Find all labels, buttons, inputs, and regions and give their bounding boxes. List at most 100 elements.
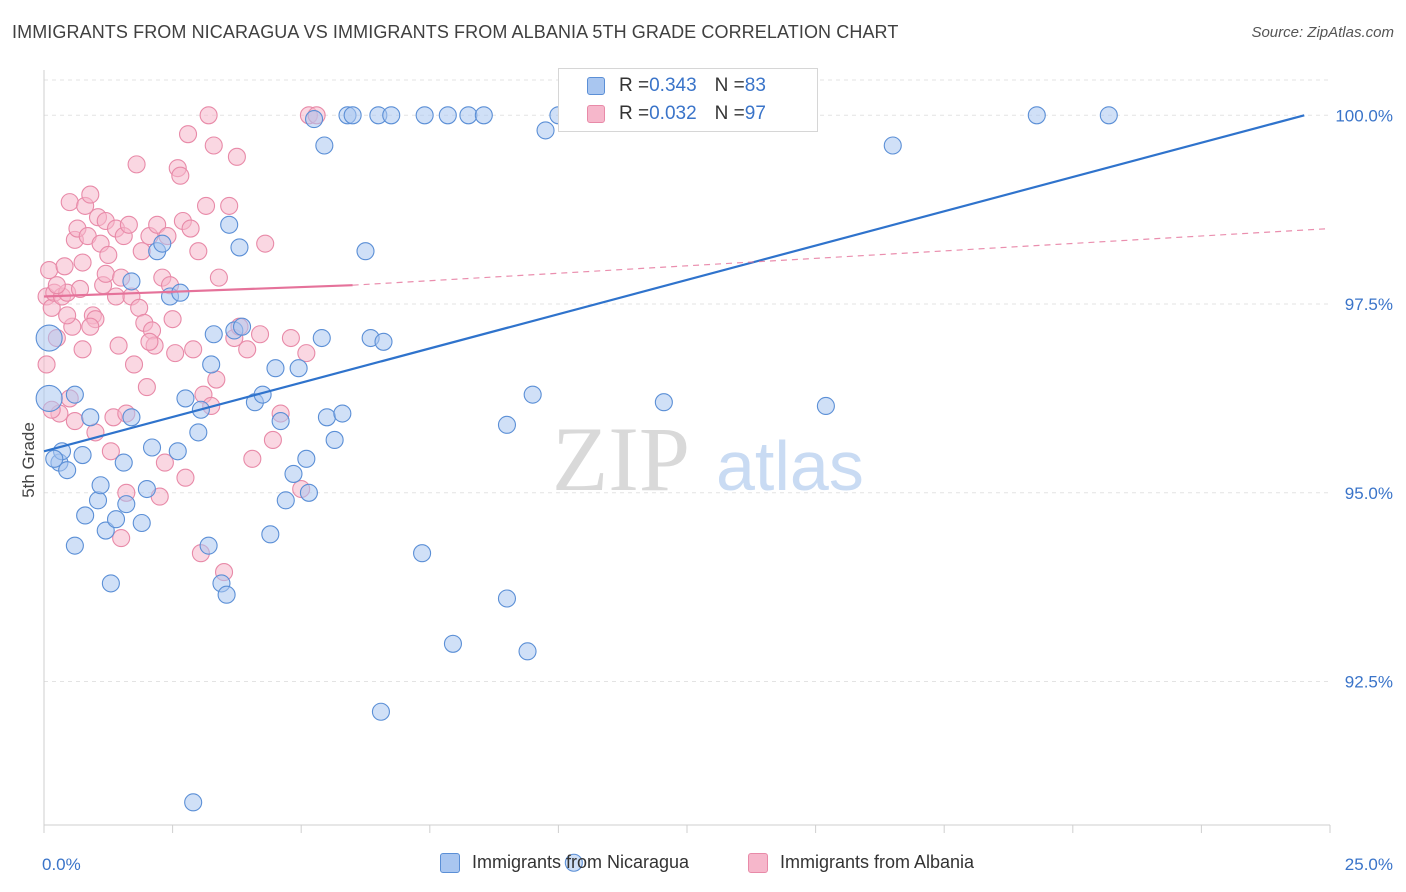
albania-point <box>37 355 56 374</box>
axis-layer: 92.5% 95.0% 97.5% 100.0% 0.0% 25.0% <box>42 70 1393 874</box>
legend-n-label: N = <box>714 75 745 96</box>
legend-n-value: 97 <box>744 103 766 124</box>
nicaragua-point <box>132 513 151 533</box>
albania-trend-line <box>43 284 353 298</box>
albania-point <box>184 340 203 359</box>
nicaragua-point <box>343 106 362 125</box>
nicaragua-point <box>312 328 331 348</box>
nicaragua-point <box>816 396 835 416</box>
albania-point <box>189 242 208 261</box>
grid-layer <box>44 79 1330 683</box>
albania-point <box>127 155 146 174</box>
y-tick-label: 97.5% <box>1345 295 1393 314</box>
nicaragua-point <box>284 464 303 483</box>
nicaragua-point <box>35 324 63 352</box>
x-tick-label: 25.0% <box>1345 855 1393 874</box>
nicaragua-point <box>122 408 141 427</box>
nicaragua-point <box>96 521 115 540</box>
legend-n-value: 83 <box>744 75 766 96</box>
albania-point <box>99 245 118 265</box>
albania-point <box>204 136 223 155</box>
nicaragua-point <box>217 585 236 604</box>
nicaragua-point <box>266 359 285 378</box>
legend-item-nicaragua[interactable]: Immigrants from Nicaragua <box>440 852 689 873</box>
albania-point <box>70 279 90 299</box>
nicaragua-point <box>317 408 336 427</box>
y-tick-label: 92.5% <box>1345 673 1393 692</box>
nicaragua-point <box>356 242 375 261</box>
albania-point <box>81 185 100 204</box>
nicaragua-point <box>232 317 252 336</box>
albania-point <box>263 430 282 450</box>
nicaragua-point <box>305 110 324 129</box>
albania-point <box>176 468 195 487</box>
legend-n-label: N = <box>714 103 745 124</box>
nicaragua-point <box>438 106 457 125</box>
nicaragua-point <box>204 325 223 344</box>
legend-row-albania: R = 0.032 N = 97 <box>587 102 766 126</box>
nicaragua-point <box>289 359 308 378</box>
nicaragua-point <box>415 106 434 125</box>
y-tick-label: 95.0% <box>1345 484 1393 503</box>
nicaragua-point <box>114 453 133 472</box>
albania-point <box>250 325 270 344</box>
legend-r-label: R = <box>619 75 650 96</box>
nicaragua-trend-line <box>43 114 1305 453</box>
legend-label-albania: Immigrants from Albania <box>780 852 975 872</box>
nicaragua-point <box>199 536 218 555</box>
albania-point <box>119 215 138 234</box>
nicaragua-point <box>297 449 316 468</box>
albania-point <box>220 196 239 215</box>
nicaragua-point <box>189 423 208 442</box>
albania-point <box>47 276 66 295</box>
nicaragua-swatch <box>587 77 605 95</box>
albania-point <box>163 310 182 329</box>
source-label: Source: ZipAtlas.com <box>1251 24 1394 41</box>
y-tick-label: 100.0% <box>1335 106 1393 125</box>
albania-point <box>256 234 275 253</box>
nicaragua-point <box>564 853 583 872</box>
albania-point <box>199 106 218 125</box>
trend-layer <box>43 114 1331 453</box>
legend-label-nicaragua: Immigrants from Nicaragua <box>472 852 690 872</box>
nicaragua-point <box>153 234 172 253</box>
albania-point <box>171 166 190 185</box>
nicaragua-point <box>220 215 239 234</box>
nicaragua-point <box>73 445 92 465</box>
nicaragua-point <box>45 449 64 468</box>
stats-legend: R = 0.343 N = 83 R = 0.032 N = 97 <box>558 68 818 132</box>
x-tick-label: 0.0% <box>42 855 81 874</box>
albania-point <box>178 125 198 144</box>
nicaragua-point <box>81 408 100 427</box>
nicaragua-point <box>184 793 203 812</box>
nicaragua-point <box>35 384 63 412</box>
nicaragua-point <box>654 393 673 412</box>
albania-point <box>73 340 92 359</box>
nicaragua-point <box>333 404 352 423</box>
y-axis-label: 5th Grade <box>19 422 38 498</box>
nicaragua-point <box>202 355 221 374</box>
albania-point <box>137 378 156 397</box>
nicaragua-point <box>325 430 344 450</box>
albania-trend-extension <box>352 227 1331 286</box>
nicaragua-point <box>315 136 334 155</box>
albania-point <box>124 355 144 374</box>
nicaragua-point <box>523 385 542 404</box>
albania-point <box>112 529 131 548</box>
nicaragua-point <box>536 121 555 140</box>
nicaragua-point <box>122 272 141 291</box>
nicaragua-point <box>106 510 126 529</box>
nicaragua-point <box>142 438 162 457</box>
legend-r-value: 0.343 <box>649 75 697 96</box>
nicaragua-point <box>58 461 77 480</box>
albania-point <box>155 453 174 472</box>
albania-point <box>96 264 115 283</box>
nicaragua-point <box>443 634 462 653</box>
albania-point <box>130 298 149 317</box>
albania-point <box>238 340 257 359</box>
legend-item-albania[interactable]: Immigrants from Albania <box>748 852 974 873</box>
albania-point <box>58 306 77 325</box>
albania-point <box>140 332 159 351</box>
nicaragua-point <box>76 506 95 525</box>
nicaragua-point <box>88 491 108 510</box>
